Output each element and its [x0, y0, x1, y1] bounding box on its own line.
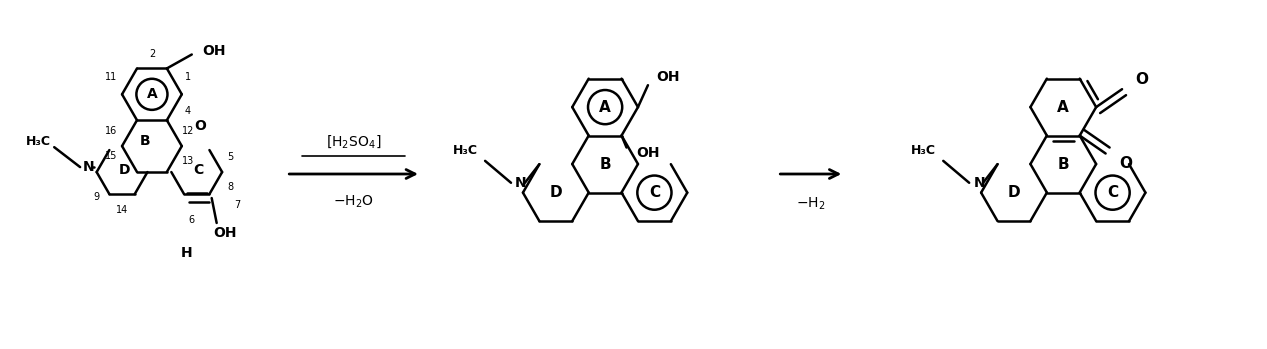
Text: C: C: [649, 185, 660, 200]
Text: H₃C: H₃C: [452, 144, 478, 157]
Text: $[\mathrm{H_2SO_4}]$: $[\mathrm{H_2SO_4}]$: [326, 133, 381, 149]
Text: OH: OH: [656, 70, 679, 84]
Text: H₃C: H₃C: [911, 144, 936, 157]
Text: H₃C: H₃C: [25, 135, 51, 148]
Text: B: B: [139, 134, 151, 148]
Text: D: D: [1007, 185, 1020, 200]
Text: 13: 13: [181, 156, 194, 166]
Text: O: O: [1119, 156, 1131, 171]
Text: B: B: [1058, 157, 1069, 172]
Text: 1: 1: [185, 72, 191, 82]
Text: O: O: [1135, 72, 1148, 87]
Text: 14: 14: [115, 205, 128, 215]
Text: B: B: [599, 157, 611, 172]
Text: O: O: [194, 119, 205, 133]
Text: 15: 15: [105, 151, 117, 161]
Text: 9: 9: [92, 192, 99, 202]
Text: D: D: [118, 163, 129, 177]
Text: 2: 2: [148, 50, 155, 59]
Text: 11: 11: [105, 72, 117, 82]
Text: 7: 7: [234, 200, 241, 210]
Text: OH: OH: [637, 146, 660, 159]
Text: 12: 12: [181, 126, 194, 136]
Text: 5: 5: [228, 152, 234, 162]
Text: OH: OH: [213, 226, 237, 240]
Text: $-\mathrm{H_2O}$: $-\mathrm{H_2O}$: [333, 194, 374, 210]
Text: C: C: [194, 163, 204, 177]
Text: D: D: [550, 185, 563, 200]
Text: 8: 8: [228, 182, 234, 192]
Text: A: A: [1058, 99, 1069, 114]
Text: C: C: [1107, 185, 1119, 200]
Text: 4: 4: [185, 106, 191, 116]
Text: H: H: [181, 246, 193, 260]
Text: $-\mathrm{H_2}$: $-\mathrm{H_2}$: [796, 196, 826, 212]
Text: A: A: [147, 87, 157, 101]
Text: OH: OH: [201, 44, 226, 58]
Text: 16: 16: [105, 126, 117, 136]
Text: N: N: [516, 176, 527, 190]
Text: 6: 6: [189, 215, 195, 225]
Text: A: A: [599, 99, 611, 114]
Text: N: N: [82, 160, 94, 174]
Text: N: N: [973, 176, 984, 190]
